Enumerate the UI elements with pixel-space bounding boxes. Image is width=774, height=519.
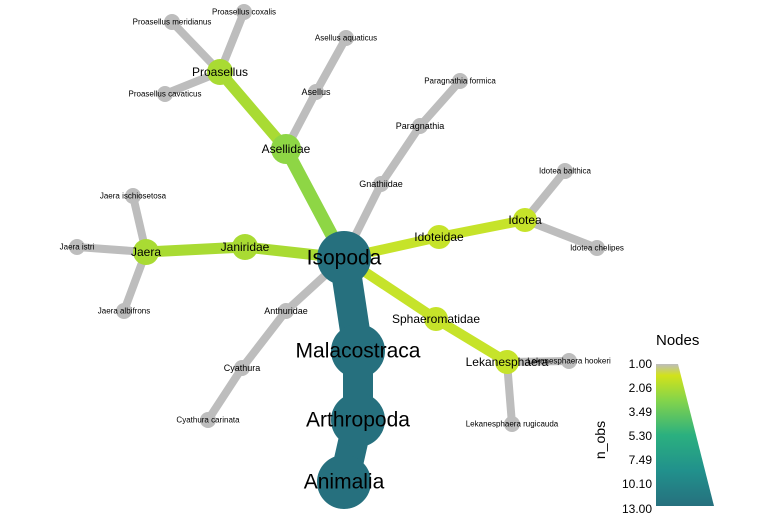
label-asellus: Asellus bbox=[301, 87, 331, 97]
node-proasellus-cavaticus bbox=[157, 86, 173, 102]
node-malacostraca bbox=[331, 324, 385, 378]
node-lekanesphaera-hookeri bbox=[561, 353, 577, 369]
edge-cyathura-cyathura_carinata bbox=[204, 364, 246, 424]
label-idotea-chelipes: Idotea chelipes bbox=[570, 244, 624, 253]
label-jaera: Jaera bbox=[131, 245, 161, 259]
edge-idotea-idotea_chelipes bbox=[521, 216, 601, 252]
label-anthuridae: Anthuridae bbox=[264, 306, 308, 316]
node-asellus bbox=[308, 84, 324, 100]
label-asellidae: Asellidae bbox=[262, 142, 311, 156]
legend-variable-label: n_obs bbox=[592, 420, 608, 460]
label-jaera-istri: Jaera istri bbox=[60, 243, 95, 252]
edge-sphaeromatidae-lekanesphaera bbox=[431, 314, 512, 367]
node-cyathura bbox=[234, 360, 250, 376]
label-paragnathia: Paragnathia bbox=[396, 121, 445, 131]
legend-color-bar bbox=[656, 364, 714, 506]
node-idoteidae bbox=[427, 225, 451, 249]
node-anthuridae bbox=[278, 303, 294, 319]
label-asellus-aquaticus: Asellus aquaticus bbox=[315, 34, 377, 43]
label-animalia: Animalia bbox=[304, 471, 385, 494]
legend-title: Nodes bbox=[656, 332, 700, 349]
node-animalia bbox=[317, 455, 371, 509]
edge-paragnathia-paragnathia_formica bbox=[416, 77, 464, 130]
node-idotea-balthica bbox=[557, 163, 573, 179]
edge-gnathiidae-paragnathia bbox=[377, 122, 424, 188]
node-jaera-istri bbox=[69, 239, 85, 255]
node-paragnathia-formica bbox=[452, 73, 468, 89]
node-jaera-albifrons bbox=[116, 303, 132, 319]
label-paragnathia-formica: Paragnathia formica bbox=[424, 77, 496, 86]
node-jaera-ischiosetosa bbox=[125, 188, 141, 204]
label-sphaeromatidae: Sphaeromatidae bbox=[392, 312, 480, 326]
legend-tick: 1.00 bbox=[628, 357, 652, 371]
node-sphaeromatidae bbox=[424, 307, 448, 331]
node-idotea bbox=[513, 208, 537, 232]
label-jaera-ischiosetosa: Jaera ischiosetosa bbox=[100, 192, 167, 201]
label-cyathura: Cyathura bbox=[224, 363, 261, 373]
label-proasellus-cavaticus: Proasellus cavaticus bbox=[129, 90, 202, 99]
edge-janiridae-jaera bbox=[140, 241, 251, 258]
label-cyathura-carinata: Cyathura carinata bbox=[176, 416, 240, 425]
node-lekanesphaera-rugicauda bbox=[504, 416, 520, 432]
node-isopoda bbox=[317, 231, 371, 285]
node-proasellus bbox=[207, 59, 233, 85]
legend-tick: 13.00 bbox=[621, 502, 652, 516]
label-idoteidae: Idoteidae bbox=[414, 230, 464, 244]
label-jaera-albifrons: Jaera albifrons bbox=[98, 307, 150, 316]
label-lekanesphaera-hookeri: Lekanesphaera hookeri bbox=[527, 357, 611, 366]
node-asellidae bbox=[271, 134, 301, 164]
label-proasellus-meridianus: Proasellus meridianus bbox=[133, 18, 212, 27]
label-idotea: Idotea bbox=[508, 213, 542, 227]
label-proasellus: Proasellus bbox=[192, 65, 248, 79]
legend-tick: 10.10 bbox=[621, 477, 652, 491]
label-isopoda: Isopoda bbox=[307, 247, 382, 270]
legend-tick: 2.06 bbox=[628, 381, 652, 395]
node-cyathura-carinata bbox=[200, 412, 216, 428]
node-gnathiidae bbox=[373, 176, 389, 192]
edge-idoteidae-idotea bbox=[434, 215, 530, 242]
label-janiridae: Janiridae bbox=[221, 240, 270, 254]
node-idotea-chelipes bbox=[589, 240, 605, 256]
edge-anthuridae-cyathura bbox=[238, 307, 290, 372]
label-idotea-balthica: Idotea balthica bbox=[539, 167, 592, 176]
edge-asellus-asellus_aquaticus bbox=[312, 34, 350, 96]
node-jaera bbox=[133, 239, 159, 265]
node-paragnathia bbox=[412, 118, 428, 134]
label-lekanesphaera-rugicauda: Lekanesphaera rugicauda bbox=[466, 420, 559, 429]
legend-tick: 3.49 bbox=[628, 405, 652, 419]
legend-tick: 7.49 bbox=[628, 453, 652, 467]
label-gnathiidae: Gnathiidae bbox=[359, 179, 403, 189]
label-lekanesphaera: Lekanesphaera bbox=[466, 355, 549, 369]
node-janiridae bbox=[232, 234, 258, 260]
node-lekanesphaera bbox=[495, 350, 519, 374]
label-arthropoda: Arthropoda bbox=[306, 409, 410, 432]
edge-asellidae-proasellus bbox=[214, 66, 292, 155]
legend-tick: 5.30 bbox=[628, 429, 652, 443]
node-asellus-aquaticus bbox=[338, 30, 354, 46]
node-proasellus-coxalis bbox=[236, 4, 252, 20]
label-malacostraca: Malacostraca bbox=[296, 340, 421, 363]
node-arthropoda bbox=[331, 393, 385, 447]
label-proasellus-coxalis: Proasellus coxalis bbox=[212, 8, 276, 17]
node-proasellus-meridianus bbox=[164, 14, 180, 30]
